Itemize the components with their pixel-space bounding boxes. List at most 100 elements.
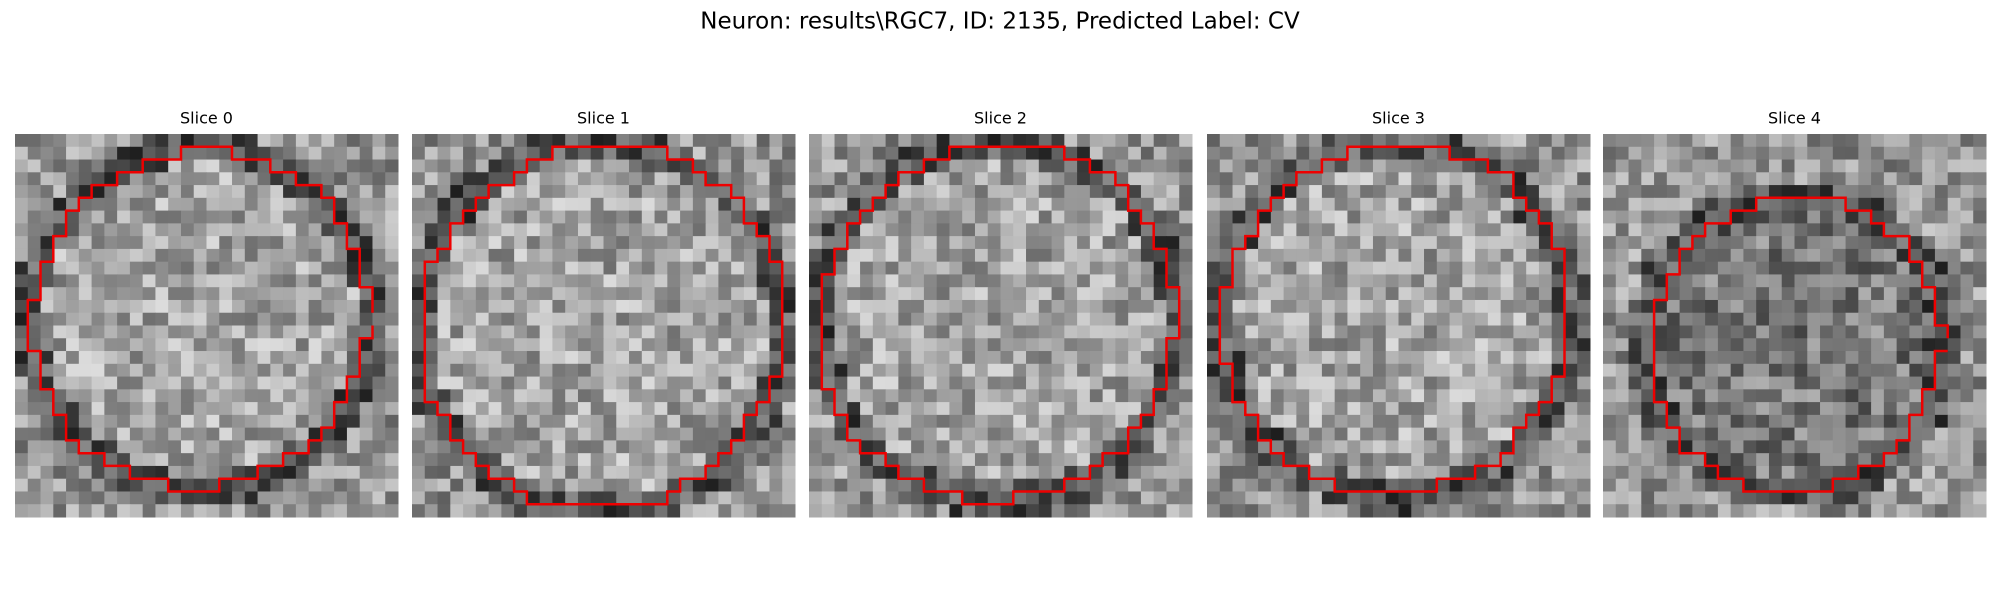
pixel: [1140, 223, 1155, 237]
pixel: [257, 402, 271, 416]
pixel: [1000, 465, 1014, 480]
pixel: [629, 465, 643, 480]
pixel: [936, 363, 950, 378]
pixel: [1705, 312, 1719, 326]
pixel: [40, 159, 54, 173]
pixel: [898, 248, 912, 263]
pixel: [180, 274, 195, 288]
pixel: [501, 236, 515, 250]
pixel: [577, 376, 592, 390]
pixel: [1641, 248, 1655, 263]
pixel: [257, 414, 271, 429]
pixel: [155, 453, 169, 467]
pixel: [1207, 146, 1221, 161]
pixel: [1628, 261, 1642, 275]
pixel: [193, 236, 207, 250]
pixel: [283, 504, 297, 518]
pixel: [769, 185, 783, 199]
pixel: [1258, 440, 1272, 454]
pixel: [1960, 325, 1974, 339]
pixel: [654, 172, 668, 186]
pixel: [1077, 312, 1091, 326]
pixel: [692, 427, 707, 441]
pixel: [667, 465, 681, 480]
pixel: [1128, 159, 1142, 173]
pixel: [91, 491, 105, 505]
pixel: [911, 351, 925, 365]
pixel: [424, 312, 439, 326]
pixel: [809, 351, 823, 365]
pixel: [1487, 210, 1502, 224]
pixel: [308, 287, 322, 301]
pixel: [1013, 402, 1027, 416]
pixel: [1411, 248, 1425, 263]
pixel: [603, 146, 617, 161]
pixel: [1960, 185, 1974, 199]
pixel: [974, 453, 989, 467]
pixel: [1372, 287, 1387, 301]
pixel: [15, 236, 29, 250]
pixel: [1051, 351, 1065, 365]
pixel: [1654, 414, 1668, 429]
pixel: [437, 363, 451, 378]
pixel: [295, 453, 310, 467]
pixel: [1102, 146, 1116, 161]
pixel: [629, 440, 643, 454]
pixel: [782, 440, 796, 454]
pixel: [488, 376, 502, 390]
pixel: [1692, 287, 1706, 301]
pixel: [1166, 414, 1180, 429]
panel-title: Slice 0: [180, 109, 233, 128]
pixel: [1487, 172, 1502, 186]
pixel: [463, 478, 477, 492]
pixel: [641, 197, 656, 212]
pixel: [1922, 478, 1936, 492]
pixel: [514, 197, 528, 212]
pixel: [590, 414, 604, 429]
pixel: [705, 427, 719, 441]
pixel: [1219, 440, 1234, 454]
pixel: [1500, 287, 1514, 301]
pixel: [1807, 134, 1821, 148]
pixel: [1089, 197, 1104, 212]
pixel: [129, 351, 144, 365]
pixel: [821, 299, 836, 314]
pixel: [180, 299, 195, 314]
pixel: [15, 453, 29, 467]
pixel: [15, 338, 29, 352]
pixel: [1038, 172, 1053, 186]
pixel: [1115, 172, 1129, 186]
pixel: [1909, 248, 1923, 263]
pixel: [295, 223, 310, 237]
pixel: [424, 248, 439, 263]
pixel: [1603, 402, 1617, 416]
pixel: [1577, 248, 1591, 263]
pixel: [1347, 236, 1361, 250]
pixel: [1960, 223, 1974, 237]
pixel: [1743, 414, 1757, 429]
pixel: [295, 210, 310, 224]
pixel: [1115, 440, 1129, 454]
pixel: [1768, 172, 1783, 186]
pixel: [142, 172, 156, 186]
pixel: [1347, 389, 1361, 403]
pixel: [1577, 223, 1591, 237]
pixel: [270, 197, 284, 212]
pixel: [1666, 402, 1681, 416]
pixel: [1449, 504, 1463, 518]
pixel: [847, 236, 861, 250]
pixel: [1909, 440, 1923, 454]
pixel: [1564, 465, 1578, 480]
pixel: [15, 402, 29, 416]
pixel: [1807, 210, 1821, 224]
pixel: [616, 389, 630, 403]
pixel: [936, 440, 950, 454]
pixel: [769, 453, 783, 467]
pixel: [346, 504, 361, 518]
pixel: [1321, 299, 1336, 314]
pixel: [142, 414, 156, 429]
pixel: [1258, 402, 1272, 416]
pixel: [1807, 312, 1821, 326]
pixel: [1768, 376, 1783, 390]
pixel: [475, 376, 490, 390]
